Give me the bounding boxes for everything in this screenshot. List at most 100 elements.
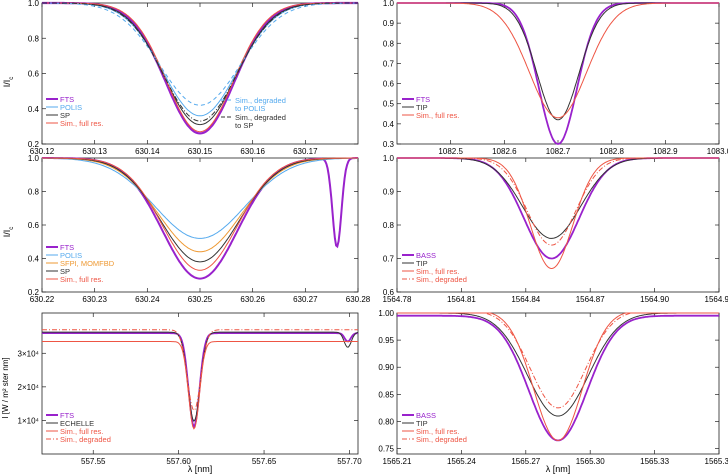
x-tick-label: 1564.93 (705, 295, 728, 304)
y-tick-label: 0.7 (383, 59, 395, 68)
x-tick-label: 630.25 (188, 295, 213, 304)
y-tick-label: 0.9 (383, 188, 395, 197)
x-tick-label: 557.70 (337, 457, 362, 466)
y-tick-label: 0.85 (378, 390, 394, 399)
series-line-sp (42, 157, 358, 263)
x-tick-label: 1564.78 (383, 295, 412, 304)
legend-label: POLIS (60, 251, 82, 260)
series-line-sfpi (42, 157, 358, 253)
legend-label: SP (60, 111, 70, 120)
x-axis-label: λ [nm] (546, 464, 571, 474)
series-line-polis (42, 157, 358, 239)
y-tick-label: 1.0 (383, 0, 395, 8)
series-line-simfull (42, 157, 358, 271)
legend-label: Sim., full res. (416, 111, 459, 120)
plot-frame (41, 312, 359, 455)
panel-557: I [W / m² ster nm] λ [nm] 557.55 557.60 55… (1, 312, 362, 474)
panel-630-12: I/Ic 630.12 630.13 630.14 630.15 630.16 630.1… (2, 0, 359, 156)
y-tick-label: 0.2 (28, 140, 40, 149)
legend-label-sub: to SP (235, 121, 253, 130)
x-tick-label: 557.65 (252, 457, 277, 466)
legend-label: Sim., degraded (235, 96, 286, 105)
x-tick-label: 630.16 (240, 147, 265, 156)
y-tick-label: 0.8 (383, 39, 395, 48)
series-line-sp (42, 2, 358, 126)
legend-label: FTS (60, 243, 74, 252)
y-tick-label: 0.95 (378, 336, 394, 345)
x-tick-label: 557.55 (81, 457, 106, 466)
y-tick-label: 0.7 (383, 255, 395, 264)
legend-label: Sim., full res. (60, 275, 103, 284)
series-line-polis (42, 2, 358, 117)
series-line-simfull (42, 2, 358, 133)
y-tick-label: 0.2 (28, 288, 40, 297)
series-line-simsp (42, 2, 358, 122)
y-tick-label: 0.80 (378, 417, 394, 426)
x-tick-label: 1564.81 (447, 295, 476, 304)
series-line-simfull (397, 2, 719, 119)
x-tick-label: 630.14 (135, 147, 160, 156)
legend-label: Sim., degraded (235, 113, 286, 122)
y-tick-label: 0.90 (378, 363, 394, 372)
legend-label: TIP (416, 103, 428, 112)
y-axis-label: I [W / m² ster nm] (1, 357, 10, 418)
series-line-simfull (397, 312, 719, 441)
legend-label: Sim., full res. (416, 427, 459, 436)
x-tick-label: 1564.90 (640, 295, 669, 304)
legend-label: Sim., full res. (60, 427, 103, 436)
y-tick-label: 2×10⁴ (18, 383, 40, 392)
legend-label: POLIS (60, 103, 82, 112)
legend-label: Sim., degraded (416, 435, 467, 444)
y-tick-label: 0.6 (383, 80, 395, 89)
panel-1082: 1082.5 1082.6 1082.7 1082.8 1082.9 1083.0 0.3 0… (383, 0, 728, 156)
legend-label: BASS (416, 411, 436, 420)
plot-frame (396, 2, 720, 145)
legend-label: Sim., full res. (416, 267, 459, 276)
x-tick-label: 1565.30 (576, 457, 605, 466)
y-tick-label: 1.0 (383, 154, 395, 163)
panel-630-22: I/Ic 630.22 630.23 630.24 630.25 630.26 630.2… (2, 154, 371, 304)
x-tick-label: 630.22 (30, 295, 55, 304)
series-line-bass (397, 157, 719, 260)
y-tick-label: 1×10⁴ (18, 416, 40, 425)
y-tick-label: 0.6 (383, 288, 395, 297)
legend-label-sub: to POLIS (235, 104, 265, 113)
legend-label: TIP (416, 259, 428, 268)
y-tick-label: 0.75 (378, 445, 394, 454)
y-tick-label: 1.0 (28, 0, 40, 8)
panel-1564: 1564.78 1564.81 1564.84 1564.87 1564.90 1564.… (383, 154, 728, 304)
series-line-simdeg (42, 329, 358, 412)
x-tick-label: 557.60 (166, 457, 191, 466)
legend-label: FTS (60, 411, 74, 420)
legend-label: SFPI, MOMFBD (60, 259, 115, 268)
y-tick-label: 0.5 (383, 100, 395, 109)
x-tick-label: 1082.9 (653, 147, 678, 156)
y-axis-label: I/Ic (2, 227, 15, 238)
plot-frame (41, 157, 359, 293)
series-line-simfull (42, 341, 358, 430)
x-tick-label: 1082.8 (599, 147, 624, 156)
x-tick-label: 1565.27 (511, 457, 540, 466)
series-line-tip (397, 157, 719, 239)
y-axis-label: I/Ic (2, 77, 15, 88)
x-tick-label: 630.26 (240, 295, 265, 304)
series-line-tip (397, 2, 719, 121)
x-tick-label: 1565.36 (705, 457, 728, 466)
x-tick-label: 1564.84 (511, 295, 540, 304)
x-axis-label: λ [nm] (188, 464, 213, 474)
legend-label: TIP (416, 419, 428, 428)
series-line-simdeg (397, 312, 719, 409)
y-tick-label: 0.6 (28, 70, 40, 79)
x-tick-label: 1082.7 (546, 147, 571, 156)
series-line-fts (397, 2, 719, 145)
legend-label: Sim., degraded (416, 275, 467, 284)
x-tick-label: 1565.24 (447, 457, 476, 466)
x-tick-label: 1082.5 (438, 147, 463, 156)
y-tick-label: 1.00 (378, 309, 394, 318)
y-tick-label: 0.4 (28, 255, 40, 264)
x-tick-label: 630.17 (293, 147, 318, 156)
y-tick-label: 0.4 (28, 105, 40, 114)
x-tick-label: 630.24 (135, 295, 160, 304)
series-line-simfull (397, 157, 719, 270)
series-line-tip (397, 312, 719, 417)
